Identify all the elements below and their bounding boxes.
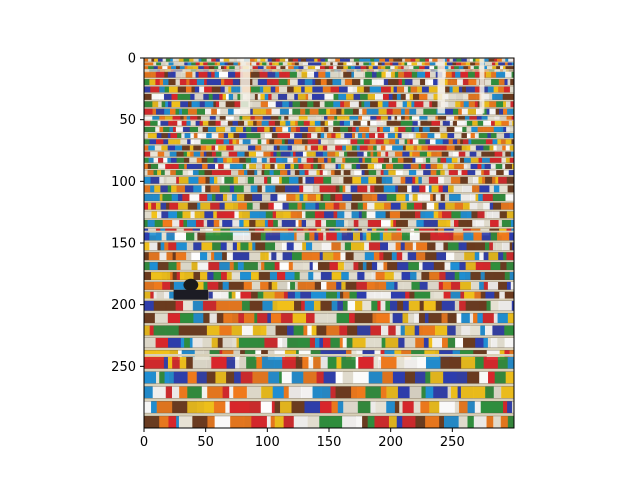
y-tick-label: 50 bbox=[119, 113, 136, 128]
y-tick-label: 200 bbox=[111, 298, 136, 313]
x-tick-label: 200 bbox=[378, 435, 403, 450]
x-tick-label: 250 bbox=[440, 435, 465, 450]
x-tick-label: 150 bbox=[317, 435, 342, 450]
y-tick-label: 100 bbox=[111, 175, 136, 190]
x-axis-ticks: 0 50 100 150 200 250 bbox=[140, 428, 465, 450]
shelf-photo-image bbox=[144, 58, 514, 428]
x-tick-label: 50 bbox=[197, 435, 214, 450]
y-tick-label: 250 bbox=[111, 360, 136, 375]
y-axis-ticks: 0 50 100 150 200 250 bbox=[111, 52, 144, 375]
x-tick-label: 100 bbox=[255, 435, 280, 450]
y-tick-label: 150 bbox=[111, 237, 136, 252]
x-tick-label: 0 bbox=[140, 435, 148, 450]
y-tick-label: 0 bbox=[128, 52, 136, 67]
